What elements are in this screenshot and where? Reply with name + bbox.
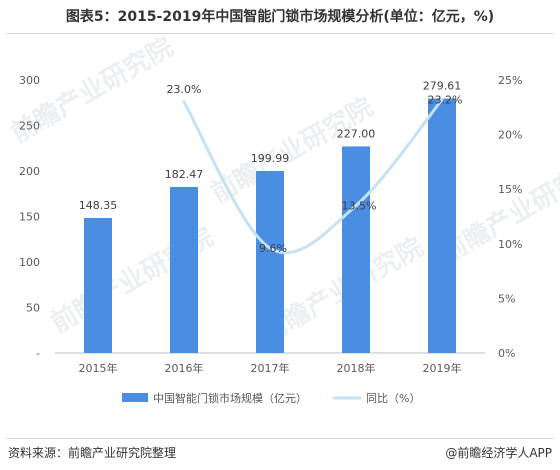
y-left-tick-label: 50 [26, 302, 40, 315]
legend-label-line: 同比（%） [366, 392, 420, 405]
y-left-tick-label: 150 [19, 211, 40, 224]
y-right-tick-label: 25% [498, 74, 522, 87]
y-left-tick-label: 250 [19, 120, 40, 133]
line-value-label: 13.5% [342, 200, 377, 213]
title-divider [6, 33, 554, 34]
credit-note: @前瞻经济学人APP [445, 446, 552, 460]
x-tick-label: 2019年 [423, 361, 462, 375]
line-value-label: 23.0% [167, 83, 202, 96]
x-tick-label: 2018年 [337, 361, 376, 375]
y-right-tick-label: 20% [498, 129, 522, 142]
y-left-tick-label: 200 [19, 165, 40, 178]
growth-line [182, 98, 444, 255]
chart-title: 图表5：2015-2019年中国智能门锁市场规模分析(单位：亿元，%) [65, 9, 495, 25]
bar [256, 171, 284, 353]
bar [170, 186, 198, 353]
bar [84, 218, 112, 353]
x-tick-label: 2016年 [165, 361, 204, 375]
y-left-tick-label: - [36, 347, 40, 360]
line-value-label: 23.2% [428, 94, 463, 107]
bar-value-label: 148.35 [79, 199, 118, 212]
bar-value-label: 199.99 [251, 152, 290, 165]
x-tick-label: 2017年 [251, 361, 290, 375]
footer-divider [6, 438, 554, 439]
y-left-tick-label: 300 [19, 74, 40, 87]
line-value-label: 9.6% [259, 242, 287, 255]
legend-swatch-bar [122, 393, 148, 402]
y-left-tick-label: 100 [19, 256, 40, 269]
y-right-tick-label: 0% [498, 347, 515, 360]
bar-value-label: 227.00 [337, 127, 376, 140]
legend-label-bar: 中国智能门锁市场规模（亿元） [153, 391, 307, 405]
bar [342, 146, 370, 353]
source-note: 资料来源：前瞻产业研究院整理 [8, 446, 177, 460]
y-right-tick-label: 10% [498, 238, 522, 251]
x-tick-label: 2015年 [79, 361, 118, 375]
y-right-tick-label: 15% [498, 183, 522, 196]
bar [428, 98, 456, 353]
y-right-tick-label: 5% [498, 292, 515, 305]
bar-value-label: 182.47 [165, 168, 204, 181]
bar-value-label: 279.61 [423, 80, 462, 93]
